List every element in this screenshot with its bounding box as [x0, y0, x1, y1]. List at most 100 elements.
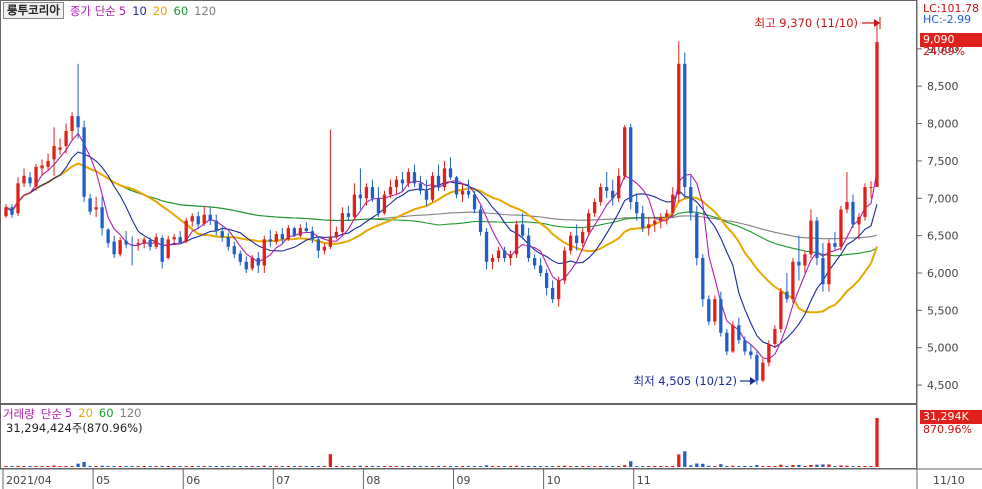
candle	[418, 175, 423, 195]
current-price-badge: 9,090	[920, 33, 982, 47]
candle-body	[334, 231, 339, 238]
candle-body	[743, 340, 747, 352]
candle	[118, 237, 122, 257]
candle-body	[575, 235, 579, 244]
stock-name-tag[interactable]: 룽투코리아	[3, 2, 64, 19]
candle	[34, 163, 38, 191]
candle	[184, 217, 188, 244]
volume-bar	[701, 463, 705, 467]
candle-body	[502, 250, 507, 259]
volume-ma-period-5: 5	[64, 406, 73, 420]
candle	[394, 175, 399, 195]
candle	[442, 160, 447, 191]
candle-body	[803, 254, 807, 266]
candle	[755, 351, 759, 385]
candle-body	[508, 254, 513, 259]
candle	[550, 280, 555, 303]
candle-body	[388, 187, 393, 195]
candle-body	[605, 187, 609, 191]
candle-body	[304, 228, 308, 232]
volume-bar	[322, 466, 327, 467]
candle-body	[412, 172, 417, 184]
volume-bar	[190, 466, 194, 467]
candle-body	[611, 190, 615, 199]
candle-body	[106, 229, 110, 244]
volume-bar	[851, 466, 855, 467]
candle	[202, 205, 206, 226]
candle-body	[809, 220, 813, 255]
volume-bar	[262, 465, 266, 467]
candle	[707, 295, 711, 326]
date-tick-label: 06	[186, 474, 200, 487]
ma-period-5: 5	[118, 3, 127, 18]
volume-bar	[448, 466, 453, 467]
candle-body	[196, 216, 200, 225]
candle	[502, 246, 507, 262]
candle-body	[779, 291, 783, 330]
candle	[671, 187, 675, 217]
price-tick-label: 5,500	[927, 304, 959, 317]
candle	[4, 204, 8, 218]
candle-body	[46, 160, 50, 167]
moving-average-lines	[5, 132, 878, 360]
volume-bar	[683, 451, 687, 467]
candle	[370, 179, 375, 202]
candle-body	[154, 237, 158, 247]
candle	[244, 256, 248, 273]
candle-body	[556, 280, 561, 300]
candle-body	[28, 177, 32, 184]
volume-bar	[382, 466, 387, 467]
candle	[250, 255, 254, 271]
candle-body	[232, 246, 236, 255]
price-tick-label: 7,500	[927, 155, 959, 168]
candle	[130, 236, 134, 266]
volume-bar	[635, 466, 639, 467]
volume-bar	[316, 466, 321, 467]
candlestick-series	[4, 21, 879, 385]
volume-bar	[436, 466, 441, 467]
volume-bar	[4, 466, 8, 467]
candle	[448, 157, 453, 180]
volume-bar	[106, 466, 110, 467]
volume-bar	[424, 466, 429, 467]
candle-body	[376, 198, 381, 214]
candle	[587, 209, 591, 236]
candle	[713, 295, 717, 326]
volume-bar	[556, 466, 561, 467]
candle	[322, 243, 327, 255]
volume-badge: 31,294K	[920, 410, 982, 424]
candle	[124, 231, 128, 249]
candle-body	[761, 362, 765, 381]
candle-body	[250, 258, 254, 269]
candle	[40, 159, 44, 176]
volume-bar	[755, 464, 759, 467]
candle-body	[34, 166, 38, 187]
volume-bar	[244, 466, 248, 467]
candle	[430, 172, 435, 202]
volume-bar	[695, 463, 699, 467]
volume-bar	[815, 464, 819, 467]
candle	[424, 179, 429, 206]
high-arrow-icon	[874, 19, 880, 27]
candle	[478, 205, 483, 236]
volume-bar	[430, 466, 435, 467]
candle-body	[184, 220, 188, 242]
candle-body	[328, 237, 333, 247]
candle-body	[863, 187, 867, 217]
candle-body	[430, 175, 435, 200]
candle-body	[653, 220, 657, 225]
candle	[695, 205, 699, 266]
candle	[635, 194, 639, 221]
candle-body	[490, 258, 495, 262]
ma-period-120: 120	[194, 3, 217, 18]
candle-body	[340, 213, 345, 232]
candle	[310, 226, 315, 244]
candle-body	[406, 172, 411, 184]
volume-bar	[791, 464, 795, 467]
candle-body	[292, 228, 296, 236]
volume-bar	[214, 466, 218, 467]
volume-bar	[839, 465, 843, 467]
candle	[70, 112, 74, 140]
candle	[821, 243, 825, 292]
candle	[58, 138, 62, 155]
